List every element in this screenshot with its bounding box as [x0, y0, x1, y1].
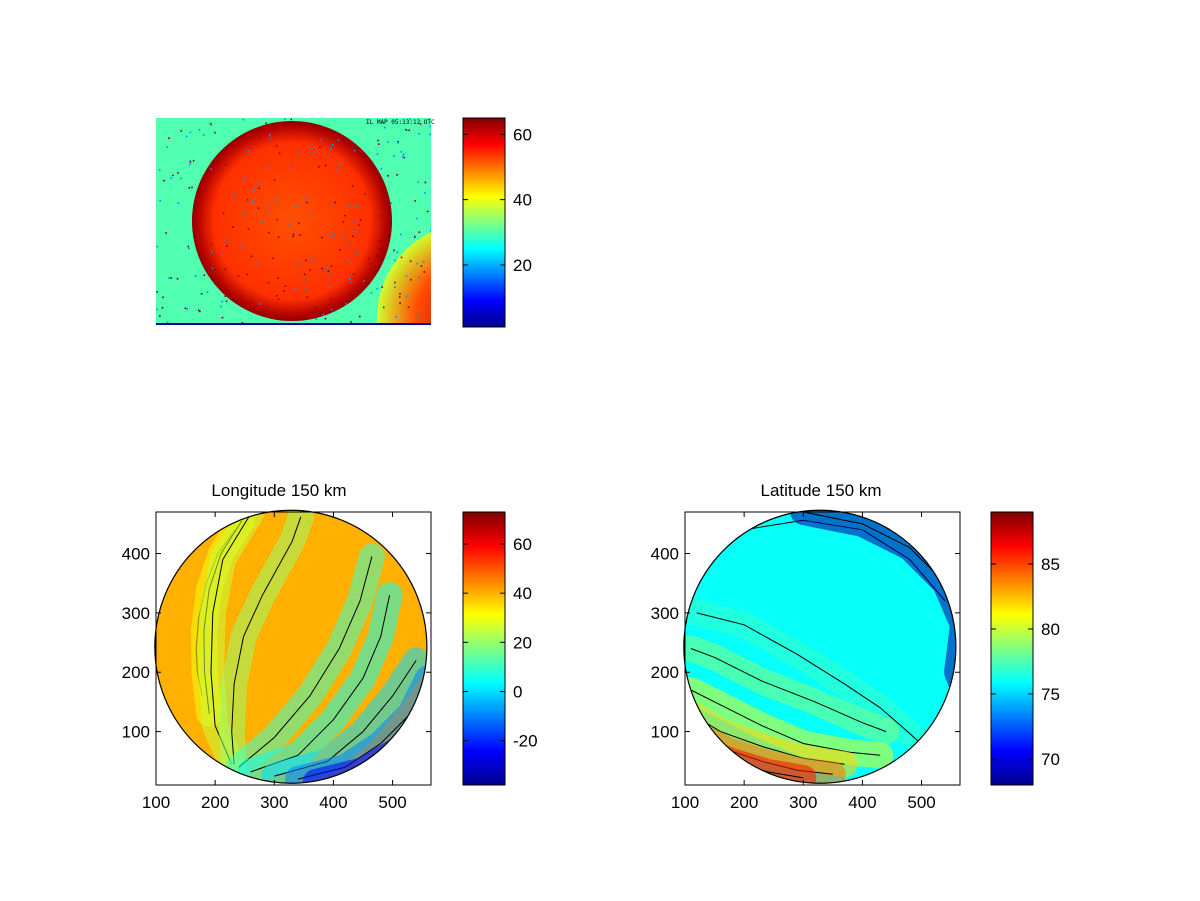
longitude-x-tick-label: 400	[319, 793, 347, 812]
longitude-y-tick-label: 400	[122, 545, 150, 564]
latitude-x-tick-label: 400	[848, 793, 876, 812]
latitude-colorbar-tick-label: 85	[1041, 555, 1060, 574]
latitude-colorbar-tick-label: 75	[1041, 685, 1060, 704]
longitude-colorbar-tick-label: 0	[513, 683, 522, 702]
longitude-axes-box	[155, 511, 432, 786]
image-colorbar-tick-label: 60	[513, 125, 532, 144]
latitude-y-tick-label: 100	[651, 723, 679, 742]
longitude-contour-line	[250, 594, 391, 773]
longitude-y-tick-label: 200	[122, 663, 150, 682]
latitude-contour-line	[690, 648, 887, 733]
latitude-panel: Latitude 150 km 100 200 300 400 500 100 200 300…	[651, 481, 961, 812]
longitude-contour-line	[238, 556, 373, 768]
longitude-axes: 100 200 300 400 500 100 200 300 400	[122, 511, 432, 812]
latitude-x-tick-label: 200	[730, 793, 758, 812]
image-colorbar-tick-label: 20	[513, 256, 532, 275]
longitude-colorbar-tick-label: 60	[513, 535, 532, 554]
latitude-x-tick-label: 300	[789, 793, 817, 812]
latitude-y-tick-label: 400	[651, 545, 679, 564]
latitude-colorbar-tick-label: 70	[1041, 750, 1060, 769]
latitude-axes-box	[684, 511, 961, 786]
image-timestamp-text: IL MAP 05:13:12 UTC	[366, 119, 435, 126]
longitude-colorbar-tick-label: -20	[513, 732, 538, 751]
latitude-disk-outline	[683, 509, 957, 784]
latitude-plot	[683, 509, 957, 784]
longitude-colorbar: -20 0 20 40 60	[462, 511, 538, 786]
latitude-axes: 100 200 300 400 500 100 200 300 400	[651, 511, 961, 812]
image-colorbar-tick-label: 40	[513, 191, 532, 210]
longitude-plot	[154, 509, 428, 784]
longitude-x-tick-label: 500	[378, 793, 406, 812]
longitude-disk-outline	[154, 509, 428, 784]
image-colorbar-gradient	[462, 117, 506, 328]
image-disk	[192, 121, 392, 321]
longitude-y-tick-label: 300	[122, 604, 150, 623]
latitude-colorbar-tick-label: 80	[1041, 620, 1060, 639]
latitude-x-tick-label: 500	[907, 793, 935, 812]
longitude-colorbar-tick-label: 20	[513, 633, 532, 652]
longitude-contour-line	[231, 516, 302, 765]
longitude-y-tick-label: 100	[122, 723, 150, 742]
latitude-y-tick-label: 300	[651, 604, 679, 623]
longitude-contour-line	[210, 511, 253, 765]
longitude-panel: Longitude 150 km 100 200 300 400 500 100 200 30…	[122, 481, 432, 812]
latitude-y-tick-label: 200	[651, 663, 679, 682]
longitude-x-tick-label: 100	[142, 793, 170, 812]
latitude-x-tick-label: 100	[671, 793, 699, 812]
longitude-x-tick-label: 200	[201, 793, 229, 812]
longitude-title: Longitude 150 km	[211, 481, 346, 500]
image-noise	[156, 118, 431, 325]
longitude-colorbar-gradient	[462, 511, 506, 786]
image-panel: IL MAP 05:13:12 UTC	[156, 118, 435, 325]
longitude-x-tick-label: 300	[260, 793, 288, 812]
image-plot	[156, 118, 431, 325]
latitude-colorbar-gradient	[990, 511, 1034, 786]
image-secondary-disk	[377, 232, 431, 325]
latitude-contour-line	[690, 689, 881, 756]
image-colorbar: 20 40 60	[462, 117, 532, 328]
latitude-colorbar: 70 75 80 85	[990, 511, 1060, 786]
longitude-colorbar-tick-label: 40	[513, 584, 532, 603]
latitude-contour-line	[696, 612, 928, 750]
latitude-title: Latitude 150 km	[761, 481, 882, 500]
